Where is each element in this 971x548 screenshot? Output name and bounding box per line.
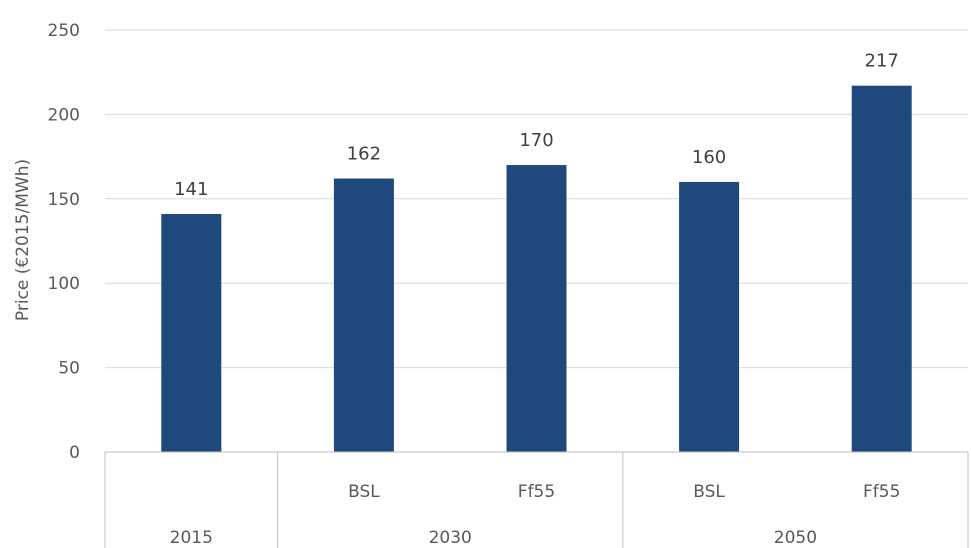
- x-group-label: 2030: [429, 528, 472, 548]
- y-tick-label: 50: [58, 359, 80, 379]
- data-label: 160: [692, 147, 726, 168]
- bar: [506, 165, 567, 453]
- y-axis-label: Price (€2015/MWh): [13, 159, 33, 321]
- data-label: 141: [174, 179, 208, 200]
- y-tick-label: 0: [69, 443, 80, 463]
- x-tick-label: Ff55: [518, 482, 555, 502]
- bar: [851, 85, 912, 452]
- x-tick-label: BSL: [693, 482, 725, 502]
- bars: [161, 85, 912, 453]
- x-tick-label: BSL: [348, 482, 380, 502]
- y-tick-label: 100: [48, 274, 80, 294]
- bar: [161, 213, 222, 452]
- bar: [333, 178, 394, 452]
- x-group-label: 2015: [170, 528, 213, 548]
- bar: [679, 181, 740, 453]
- data-label: 170: [519, 130, 553, 151]
- data-labels: 141 162 170 160 217: [174, 51, 899, 200]
- x-group-label: 2050: [774, 528, 817, 548]
- y-tick-label: 250: [48, 21, 80, 41]
- x-axis: BSL Ff55 BSL Ff55 2015 2030 2050: [104, 451, 969, 548]
- y-tick-label: 200: [48, 105, 80, 125]
- y-tick-label: 150: [48, 190, 80, 210]
- x-tick-label: Ff55: [863, 482, 900, 502]
- data-label: 162: [347, 144, 381, 165]
- y-axis-ticks: 0 50 100 150 200 250: [48, 21, 80, 463]
- data-label: 217: [865, 51, 899, 72]
